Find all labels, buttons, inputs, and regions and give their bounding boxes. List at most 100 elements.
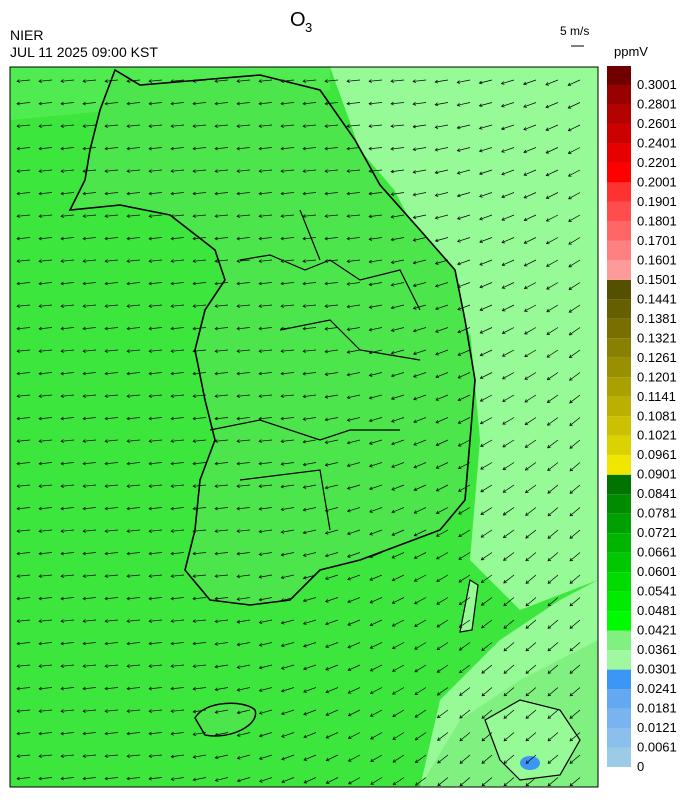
colorbar-label: 0.1381 [637, 311, 677, 326]
wind-arrow-head [192, 326, 196, 331]
wind-arrow-head [60, 371, 64, 376]
wind-arrow [215, 619, 229, 622]
wind-arrow [569, 462, 581, 472]
wind-arrow-head [280, 326, 284, 331]
wind-arrow [193, 102, 207, 105]
wind-arrow-head [82, 124, 86, 128]
wind-arrow-head [258, 439, 262, 443]
wind-arrow [413, 372, 427, 378]
colorbar-label: 0.0781 [637, 506, 677, 521]
wind-arrow-head [346, 169, 350, 173]
wind-arrow [83, 79, 97, 82]
wind-arrow-head [479, 352, 484, 357]
wind-arrow-head [16, 371, 20, 376]
wind-arrow [325, 214, 339, 217]
wind-arrow [547, 619, 559, 629]
wind-arrow [83, 597, 97, 600]
wind-arrow [303, 732, 317, 738]
wind-arrow [458, 574, 471, 583]
wind-arrow [61, 574, 75, 577]
wind-arrow [215, 102, 229, 105]
wind-arrow-head [436, 646, 441, 650]
wind-arrow-head [392, 691, 396, 695]
wind-arrow [39, 529, 53, 532]
colorbar-label: 0.0961 [637, 447, 677, 462]
wind-arrow [17, 102, 31, 105]
wind-arrow [215, 462, 229, 465]
wind-arrow-head [148, 461, 152, 466]
wind-arrow-head [480, 443, 484, 447]
wind-arrow [281, 552, 295, 556]
wind-arrow [193, 619, 207, 622]
wind-arrow-head [412, 102, 416, 106]
wind-arrow-head [478, 126, 483, 130]
wind-arrow-head [347, 554, 351, 558]
wind-arrow-head [60, 191, 64, 196]
wind-arrow-head [545, 82, 549, 86]
wind-arrow-head [280, 462, 285, 466]
wind-arrow [437, 754, 449, 764]
wind-arrow-head [545, 240, 550, 245]
wind-arrow [171, 327, 185, 330]
wind-arrow [237, 732, 251, 737]
wind-arrow-head [126, 529, 130, 533]
wind-arrow [568, 102, 581, 109]
wind-arrow-head [126, 236, 130, 241]
wind-arrow-head [390, 146, 394, 151]
wind-arrow-head [503, 760, 508, 764]
wind-arrow [259, 687, 273, 692]
wind-arrow-head [412, 328, 417, 333]
wind-arrow [303, 102, 317, 105]
wind-arrow [17, 552, 31, 555]
wind-arrow-head [524, 399, 529, 403]
wind-arrow [149, 102, 163, 105]
wind-arrow-head [412, 260, 417, 265]
wind-arrow-head [569, 737, 574, 742]
wind-arrow-head [280, 666, 285, 670]
wind-arrow [83, 754, 97, 757]
wind-arrow-head [346, 124, 350, 128]
wind-arrow [480, 372, 493, 379]
wind-arrow-head [258, 461, 262, 466]
wind-arrow-head [104, 596, 108, 601]
wind-arrow [391, 552, 405, 559]
wind-arrow [105, 574, 119, 577]
wind-arrow-head [457, 352, 462, 356]
wind-arrow [436, 439, 449, 446]
wind-arrow [127, 259, 141, 262]
wind-arrow-head [480, 466, 484, 470]
wind-arrow-head [480, 511, 485, 515]
wind-arrow-head [126, 776, 130, 781]
wind-arrow [414, 574, 427, 582]
colorbar-box [607, 221, 631, 241]
wind-arrow-head [347, 576, 351, 581]
wind-arrow-head [60, 596, 64, 601]
wind-arrow-head [456, 102, 461, 107]
wind-arrow [457, 327, 471, 333]
wind-arrow [303, 709, 317, 715]
wind-arrow-head [390, 101, 394, 106]
wind-arrow [479, 169, 493, 175]
wind-arrow [17, 507, 31, 510]
wind-arrow-head [368, 327, 373, 332]
wind-arrow-head [236, 371, 240, 376]
wind-arrow [502, 372, 515, 380]
wind-arrow-head [369, 577, 374, 581]
wind-arrow-head [370, 758, 374, 762]
wind-arrow-head [479, 420, 484, 425]
colorbar-label: 0.1321 [637, 330, 677, 345]
wind-arrow [547, 642, 559, 652]
wind-arrow [459, 709, 471, 719]
wind-arrow [325, 507, 339, 512]
wind-arrow-head [60, 394, 64, 398]
wind-arrow-head [524, 421, 529, 426]
wind-arrow [281, 439, 295, 442]
wind-arrow-head [325, 667, 329, 671]
wind-arrow-head [569, 625, 574, 629]
wind-arrow-head [347, 599, 351, 604]
wind-arrow-head [280, 530, 285, 534]
wind-arrow [569, 439, 581, 449]
wind-arrow [127, 349, 141, 352]
wind-arrow-head [38, 124, 42, 128]
wind-arrow [458, 529, 471, 537]
